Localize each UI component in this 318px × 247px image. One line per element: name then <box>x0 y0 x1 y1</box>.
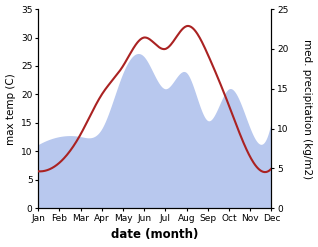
X-axis label: date (month): date (month) <box>111 228 198 242</box>
Y-axis label: max temp (C): max temp (C) <box>5 73 16 144</box>
Y-axis label: med. precipitation (kg/m2): med. precipitation (kg/m2) <box>302 39 313 179</box>
